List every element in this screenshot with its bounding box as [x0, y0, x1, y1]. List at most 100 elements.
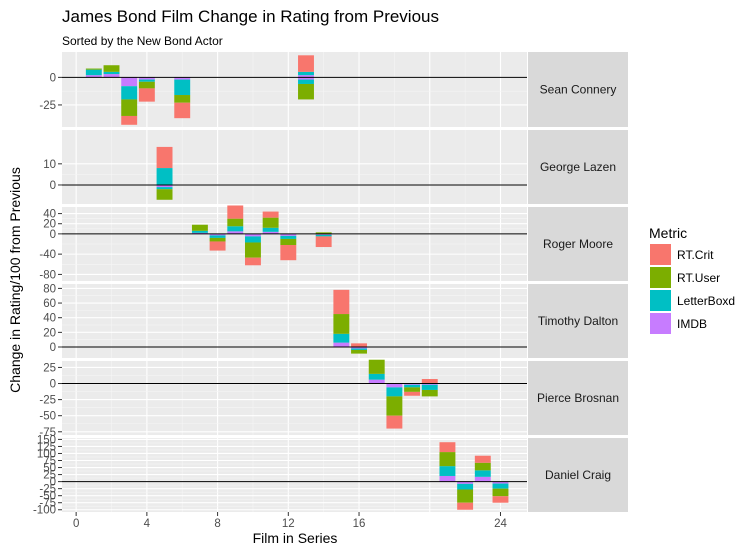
bar-segment-imdb — [138, 77, 155, 80]
facet-panel: 25 0 -25 -50 -75 Pierce Brosnan — [39, 359, 628, 439]
facet-strip-label: Timothy Dalton — [538, 314, 618, 328]
bar-segment-rt-user — [333, 314, 350, 334]
y-tick-label: 40 — [43, 209, 56, 221]
bar-segment-letterboxd — [457, 483, 474, 490]
bar-segment-rt-crit — [457, 502, 474, 510]
bar-segment-rt-user — [404, 387, 421, 392]
bar-segment-letterboxd — [474, 470, 491, 477]
y-tick-label: -75 — [39, 427, 56, 439]
bar-segment-imdb — [209, 233, 226, 236]
bar-segment-letterboxd — [138, 79, 155, 82]
bar-segment-rt-crit — [351, 343, 367, 348]
bar-segment-imdb — [333, 342, 350, 348]
bar-segment-rt-user — [351, 349, 367, 354]
y-tick-label: -100 — [33, 505, 56, 517]
facet-panel: 0 -25 Sean Connery — [39, 52, 628, 127]
bar-segment-letterboxd — [439, 466, 456, 476]
bar-segment-rt-user — [103, 65, 120, 72]
legend-swatch — [650, 267, 671, 288]
y-tick-label: -50 — [39, 491, 56, 503]
bar-segment-rt-crit — [492, 496, 509, 503]
bar-segment-imdb — [191, 232, 208, 234]
bar-segment-rt-crit — [138, 88, 155, 102]
bar-segment-letterboxd — [244, 236, 261, 243]
panel-background — [62, 284, 527, 358]
bar-segment-rt-user — [121, 99, 138, 116]
bar-segment-letterboxd — [351, 348, 367, 350]
bar-segment-rt-crit — [121, 115, 138, 125]
bar-segment-rt-crit — [386, 415, 403, 429]
bar-segment-imdb — [280, 233, 297, 236]
facet-strip-label: Roger Moore — [543, 237, 613, 251]
bar-segment-rt-user — [280, 238, 297, 246]
bar-segment-rt-crit — [280, 245, 297, 261]
bar-segment-imdb — [404, 383, 421, 385]
bar-segment-letterboxd — [492, 483, 509, 489]
bar-segment-letterboxd — [156, 168, 173, 185]
bar-segment-imdb — [351, 347, 367, 349]
facet-strip-label: George Lazen — [540, 160, 616, 174]
y-tick-label: 125 — [37, 441, 56, 453]
bar-segment-letterboxd — [191, 230, 208, 233]
bar-segment-imdb — [121, 77, 138, 87]
bar-segment-rt-crit — [209, 241, 226, 251]
bar-segment-letterboxd — [368, 373, 385, 380]
bar-segment-rt-crit — [244, 257, 261, 266]
bar-segment-rt-user — [315, 232, 332, 234]
y-tick-label: -75 — [39, 498, 56, 510]
y-tick-label: 25 — [43, 362, 56, 374]
bar-segment-rt-crit — [227, 205, 244, 219]
y-tick-label: 10 — [43, 159, 56, 171]
bar-segment-rt-crit — [315, 236, 332, 248]
y-tick-label: 75 — [43, 456, 56, 468]
bar-segment-imdb — [262, 231, 279, 234]
legend-swatch — [650, 290, 671, 311]
facet-strip — [528, 52, 628, 127]
bar-segment-imdb — [315, 233, 332, 235]
bar-segment-rt-user — [386, 396, 403, 416]
facet-panel: 10 0 George Lazen — [43, 130, 628, 204]
x-axis-title: Film in Series — [253, 530, 338, 546]
bar-segment-imdb — [156, 184, 173, 188]
bar-segment-rt-user — [174, 95, 191, 103]
legend-swatch — [650, 313, 671, 334]
bar-segment-rt-crit — [174, 102, 191, 119]
x-tick-label: 0 — [73, 518, 79, 530]
bar-segment-rt-user — [421, 389, 438, 397]
bar-segment-imdb — [439, 475, 456, 482]
y-tick-label: 60 — [43, 298, 56, 310]
legend-swatch — [650, 244, 671, 265]
y-tick-label: -25 — [39, 395, 56, 407]
bar-segment-imdb — [103, 74, 120, 78]
bar-segment-letterboxd — [315, 234, 332, 237]
bar-segment-imdb — [174, 77, 191, 80]
bar-segment-rt-user — [156, 189, 173, 200]
x-tick-label: 24 — [494, 518, 507, 530]
bar-segment-letterboxd — [280, 235, 297, 239]
bar-segment-rt-user — [209, 237, 226, 242]
bar-segment-imdb — [421, 383, 438, 385]
bar-segment-imdb — [298, 75, 314, 78]
bar-segment-letterboxd — [298, 71, 314, 76]
panel-background — [62, 130, 527, 204]
y-tick-label: 0 — [50, 72, 56, 84]
bar-segment-rt-user — [227, 218, 244, 227]
legend-items: RT.Crit RT.User LetterBoxd IMDB — [650, 244, 735, 334]
bar-segment-rt-user — [439, 452, 456, 467]
bar-segment-rt-crit — [298, 55, 314, 72]
y-axis-title: Change in Rating/100 from Previous — [7, 167, 23, 393]
y-tick-label: 20 — [43, 219, 56, 231]
bar-segment-letterboxd — [404, 384, 421, 388]
y-tick-label: 0 — [50, 180, 56, 192]
bar-segment-imdb — [85, 75, 102, 78]
bar-segment-rt-crit — [404, 391, 421, 396]
bar-segment-imdb — [474, 476, 491, 482]
bar-segment-rt-user — [138, 81, 155, 89]
bar-segment-rt-user — [368, 359, 385, 374]
chart-title: James Bond Film Change in Rating from Pr… — [62, 7, 439, 26]
facet-strip-label: Daniel Craig — [545, 468, 611, 482]
bar-segment-letterboxd — [421, 384, 438, 390]
